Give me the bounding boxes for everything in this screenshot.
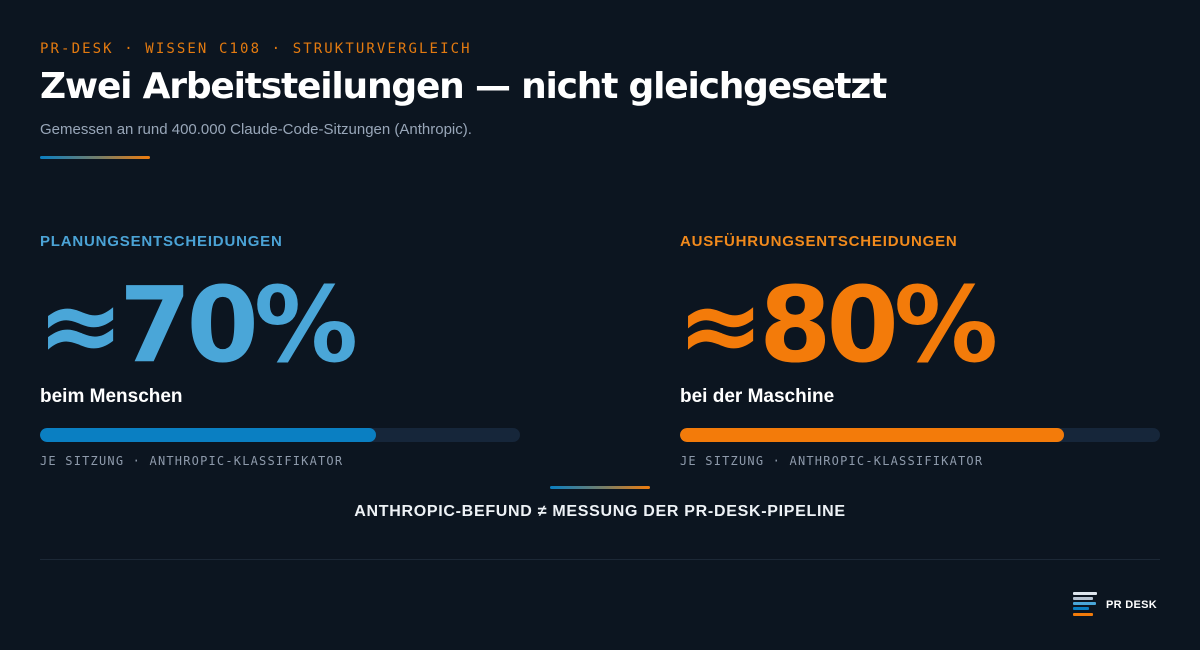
brand-mark: PR DESK: [1073, 592, 1157, 618]
progress-fill: [40, 428, 376, 442]
stat-label: AUSFÜHRUNGSENTSCHEIDUNGEN: [680, 233, 958, 250]
progress-track: [40, 428, 520, 442]
stat-caption: beim Menschen: [40, 386, 183, 407]
kicker-line: PR-DESK · WISSEN C108 · STRUKTURVERGLEIC…: [40, 41, 472, 57]
stat-meta: JE SITZUNG · ANTHROPIC-KLASSIFIKATOR: [40, 454, 344, 468]
page-title: Zwei Arbeitsteilungen — nicht gleichgese…: [40, 66, 887, 107]
pr-desk-logo-icon: [1073, 592, 1097, 618]
page-subtitle: Gemessen an rund 400.000 Claude-Code-Sit…: [40, 121, 472, 138]
title-accent-rule: [40, 156, 150, 159]
brand-name: PR DESK: [1106, 599, 1157, 611]
progress-track: [680, 428, 1160, 442]
stat-value: ≈80%: [677, 264, 998, 386]
stat-label: PLANUNGSENTSCHEIDUNGEN: [40, 233, 283, 250]
comparison-accent-rule: [550, 486, 650, 489]
stat-value: ≈70%: [37, 264, 358, 386]
progress-fill: [680, 428, 1064, 442]
comparison-note: ANTHROPIC-BEFUND ≠ MESSUNG DER PR-DESK-P…: [354, 503, 846, 520]
stat-caption: bei der Maschine: [680, 386, 835, 407]
footer-divider: [40, 559, 1160, 560]
stat-meta: JE SITZUNG · ANTHROPIC-KLASSIFIKATOR: [680, 454, 984, 468]
